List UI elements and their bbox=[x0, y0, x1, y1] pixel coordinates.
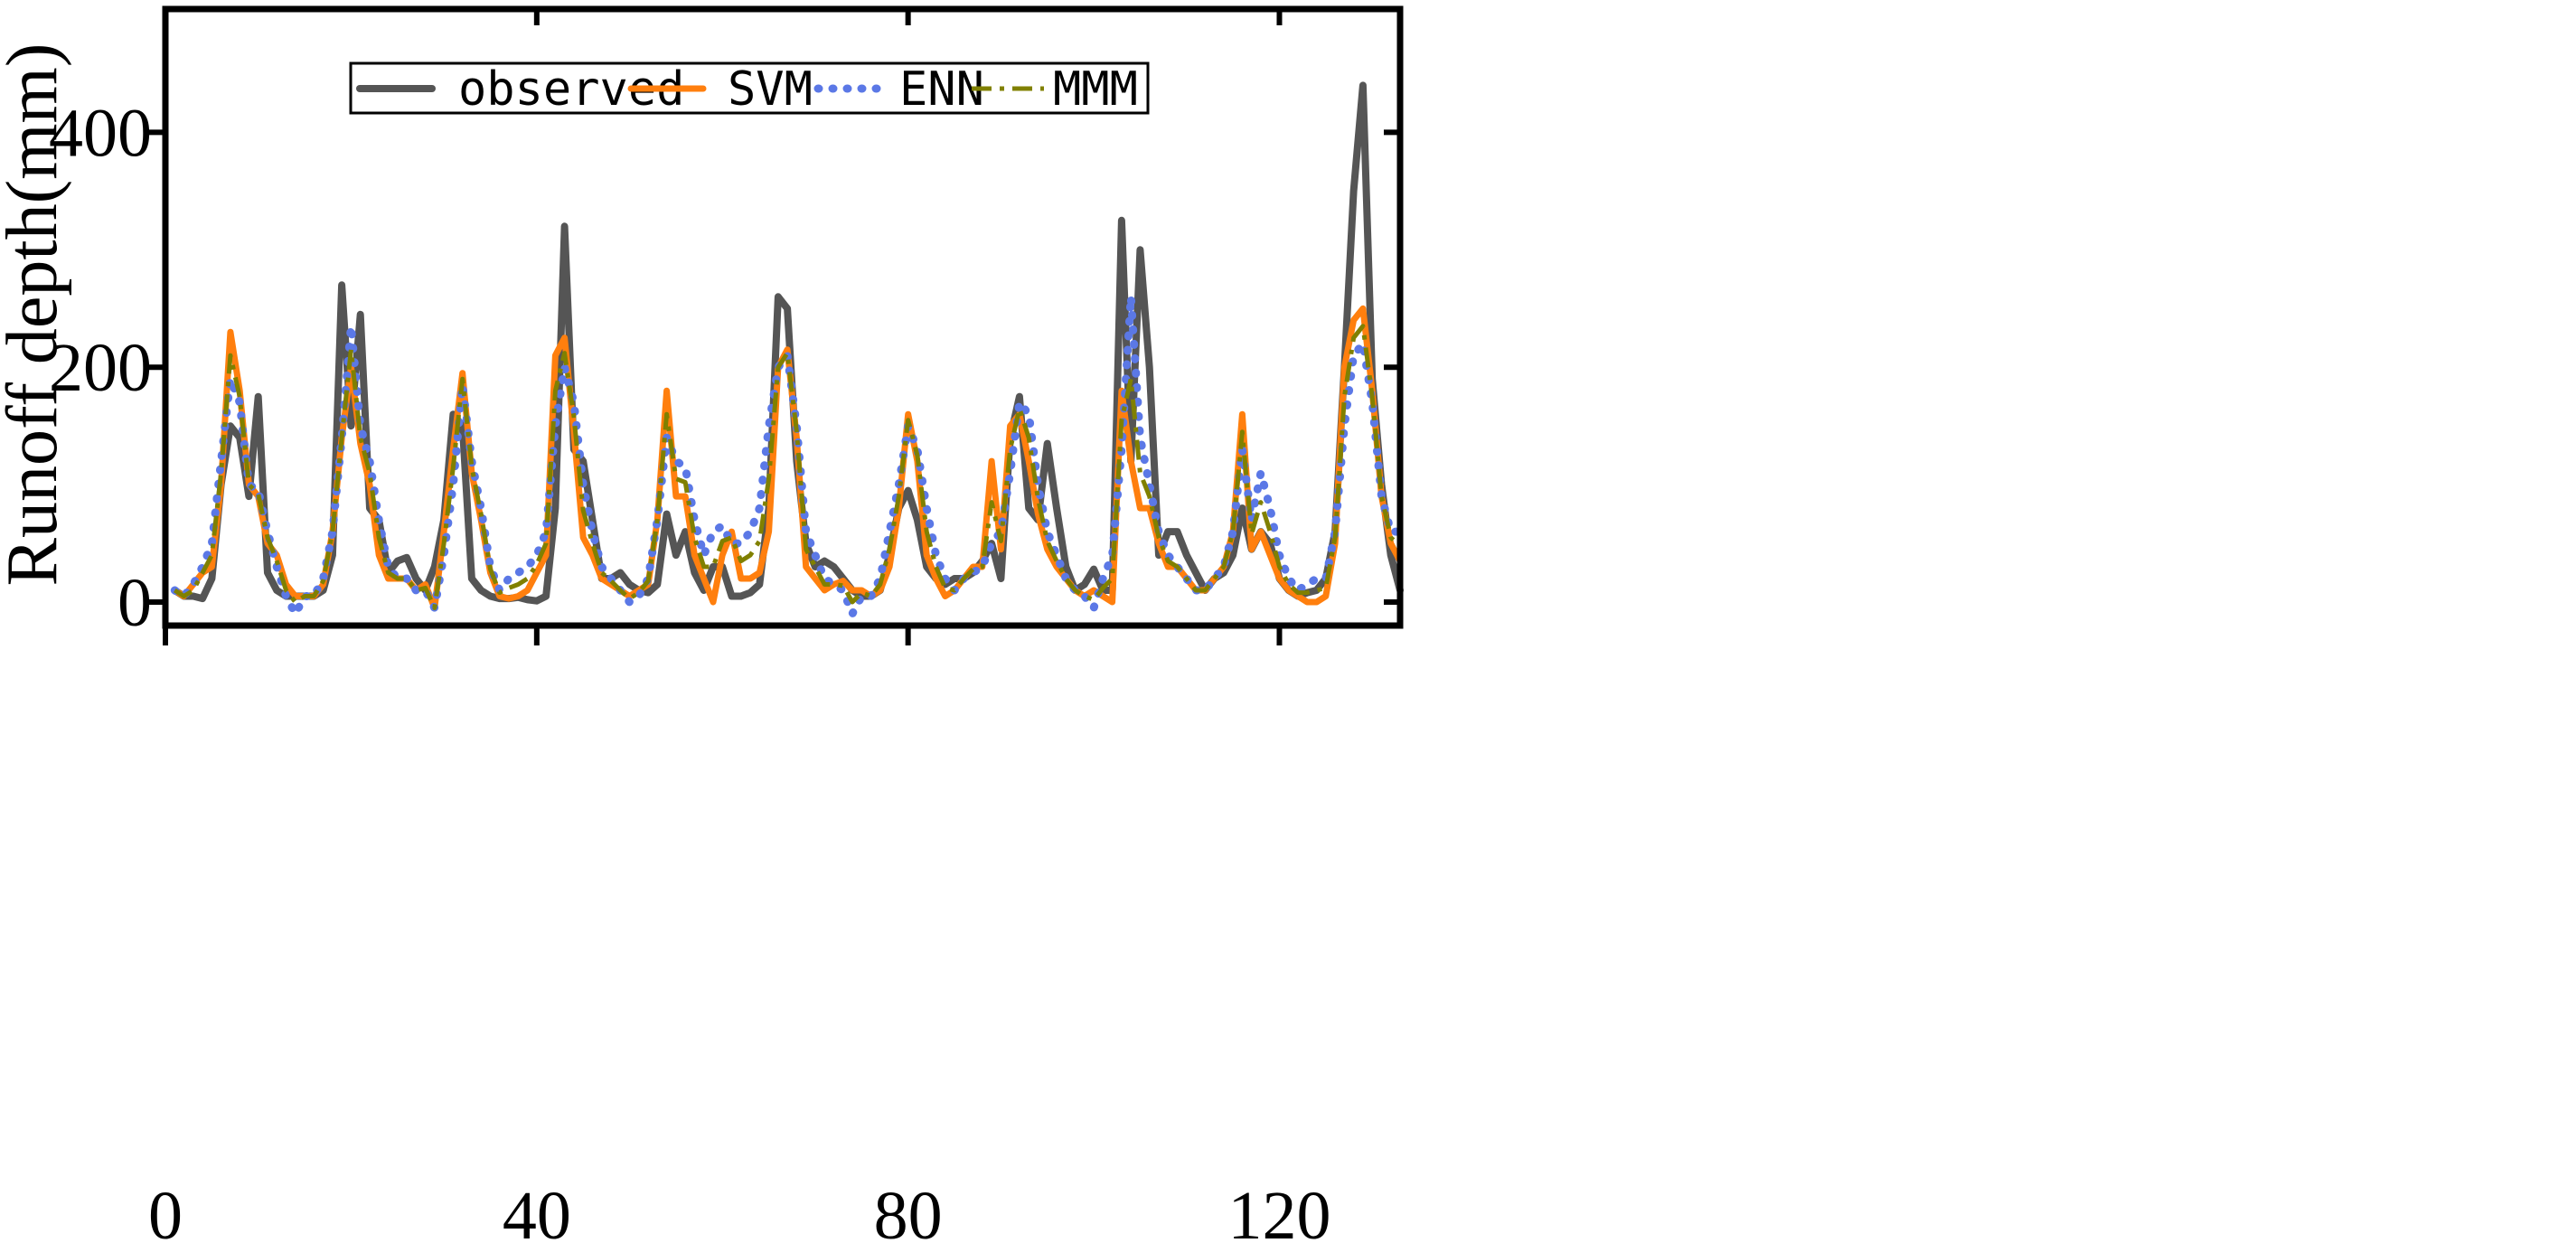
y-tick-label: 400 bbox=[49, 95, 152, 171]
plot-frame bbox=[162, 5, 1404, 629]
legend-label-svm: SVM bbox=[728, 62, 813, 117]
series-layer bbox=[170, 81, 1405, 618]
y-tick-label: 0 bbox=[118, 565, 152, 641]
y-axis-title: Runoff depth(mm) bbox=[0, 43, 72, 587]
x-tick-label: 0 bbox=[148, 1178, 183, 1243]
y-tick-label: 200 bbox=[49, 330, 152, 406]
x-tick-label: 40 bbox=[503, 1178, 571, 1243]
series-line-mmm bbox=[173, 324, 1402, 610]
ticks-layer: 0 40 80 120 0 200 400 bbox=[49, 9, 1400, 1243]
legend: observed SVM ENN MMM bbox=[349, 61, 1150, 117]
x-tick-label: 80 bbox=[874, 1178, 943, 1243]
legend-label-mmm: MMM bbox=[1053, 62, 1138, 117]
legend-label-enn: ENN bbox=[899, 62, 984, 117]
x-tick-label: 120 bbox=[1227, 1178, 1330, 1243]
